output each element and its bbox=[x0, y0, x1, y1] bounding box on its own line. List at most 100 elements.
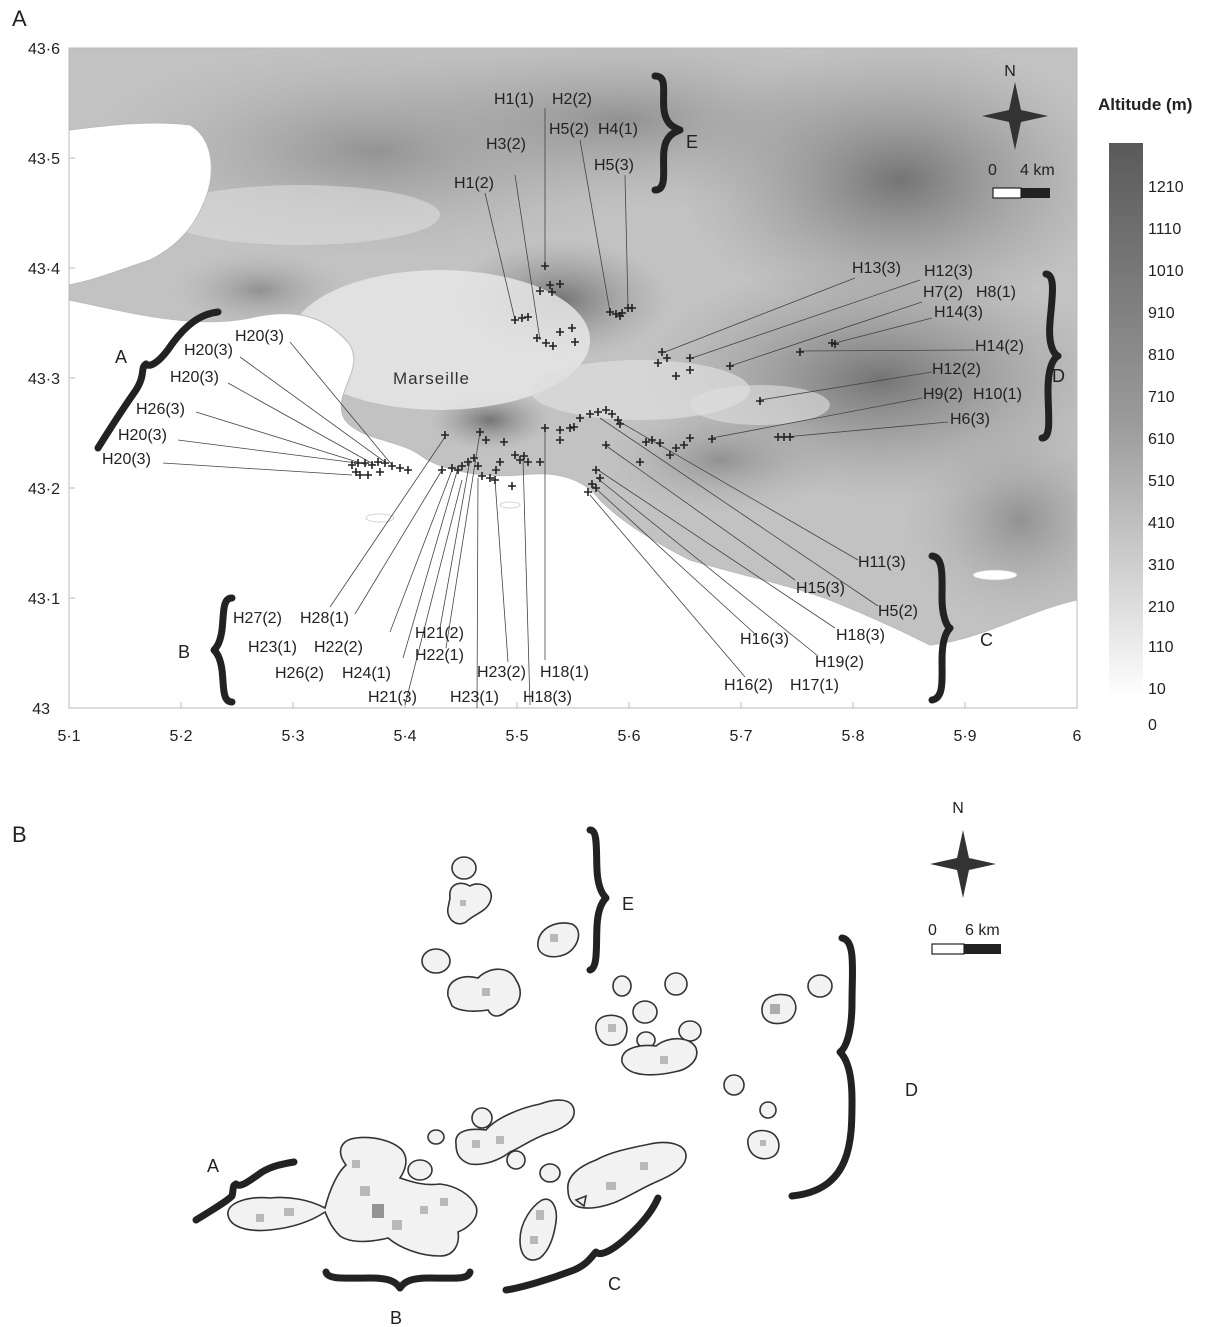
sample-cross bbox=[520, 452, 528, 460]
y-tick-label: 43·1 bbox=[28, 591, 60, 608]
sample-label: H6(3) bbox=[950, 411, 990, 428]
sample-cross bbox=[796, 348, 804, 356]
sample-cross bbox=[549, 342, 557, 350]
sample-cross bbox=[546, 281, 554, 289]
sample-cross bbox=[361, 459, 369, 467]
sample-label: H15(3) bbox=[796, 580, 845, 597]
sample-cross bbox=[476, 428, 484, 436]
sample-cross bbox=[570, 423, 578, 431]
density-shading bbox=[256, 900, 780, 1244]
sample-label: H28(1) bbox=[300, 610, 349, 627]
legend-value: 410 bbox=[1148, 515, 1175, 532]
terrain-map bbox=[69, 48, 1077, 708]
north-arrow-icon: N bbox=[982, 63, 1048, 150]
sample-label: H23(1) bbox=[450, 689, 499, 706]
x-tick-label: 5·7 bbox=[729, 728, 752, 745]
sample-label: H21(3) bbox=[368, 689, 417, 706]
y-axis: 43·6 43·5 43·4 43·3 43·2 43·1 43 bbox=[28, 41, 1077, 718]
sample-label: H11(3) bbox=[858, 554, 906, 571]
north-label-b: N bbox=[952, 800, 964, 817]
leader-lines bbox=[162, 108, 976, 709]
legend-value: 610 bbox=[1148, 431, 1175, 448]
sample-label: H8(1) bbox=[976, 284, 1016, 301]
legend-value: 210 bbox=[1148, 599, 1175, 616]
sample-cross bbox=[686, 354, 694, 362]
sample-label: H27(2) bbox=[233, 610, 282, 627]
sample-label: H16(2) bbox=[724, 677, 773, 694]
sample-label: H14(2) bbox=[975, 338, 1024, 355]
sample-cross bbox=[656, 439, 664, 447]
sample-cross bbox=[648, 436, 656, 444]
sample-cross bbox=[774, 433, 782, 441]
sample-label: H22(2) bbox=[314, 639, 363, 656]
sample-label: H20(3) bbox=[235, 328, 284, 345]
sample-cross bbox=[511, 316, 519, 324]
legend-title: Altitude (m) bbox=[1098, 95, 1192, 114]
legend-value: 510 bbox=[1148, 473, 1175, 490]
sample-label: H5(2) bbox=[549, 121, 589, 138]
group-label-c-b: C bbox=[608, 1274, 621, 1294]
sample-label: H9(2) bbox=[923, 386, 963, 403]
sample-cross bbox=[376, 468, 384, 476]
y-tick-label: 43 bbox=[32, 701, 50, 718]
sample-cross bbox=[828, 339, 836, 347]
sample-crosses bbox=[348, 262, 839, 496]
scale-start-b: 0 bbox=[928, 922, 937, 939]
sample-cross bbox=[556, 328, 564, 336]
y-tick-label: 43·4 bbox=[28, 261, 60, 278]
legend-value: 1110 bbox=[1148, 221, 1181, 238]
sample-cross bbox=[602, 441, 610, 449]
sample-cross bbox=[364, 471, 372, 479]
sample-label: H5(3) bbox=[594, 157, 634, 174]
scale-bar: 0 6 km bbox=[928, 922, 1001, 955]
sample-cross bbox=[658, 348, 666, 356]
x-tick-label: 5·3 bbox=[281, 728, 304, 745]
sample-cross bbox=[568, 324, 576, 332]
sample-cross bbox=[756, 397, 764, 405]
sample-cross bbox=[708, 435, 716, 443]
legend-value: 1210 bbox=[1148, 179, 1184, 196]
sample-cross bbox=[492, 466, 500, 474]
group-braces-b: E D A B C bbox=[192, 826, 918, 1327]
sample-label: H21(2) bbox=[415, 625, 464, 642]
x-tick-label: 6 bbox=[1073, 728, 1082, 745]
sample-cross bbox=[381, 459, 389, 467]
sample-labels: H1(1) H2(2) H3(2) H5(2) H4(1) H5(3) H1(2… bbox=[102, 91, 1024, 706]
panel-b-label: B bbox=[12, 822, 27, 847]
x-tick-label: 5·9 bbox=[953, 728, 976, 745]
sample-cross bbox=[602, 406, 610, 414]
x-tick-label: 5·8 bbox=[841, 728, 864, 745]
sample-cross bbox=[726, 362, 734, 370]
group-label-e-b: E bbox=[622, 894, 634, 914]
sample-cross bbox=[441, 431, 449, 439]
x-tick-label: 5·6 bbox=[617, 728, 640, 745]
sample-cross bbox=[606, 308, 614, 316]
sample-cross bbox=[686, 434, 694, 442]
sample-cross bbox=[571, 338, 579, 346]
sample-label: H3(2) bbox=[486, 136, 526, 153]
sample-cross bbox=[524, 458, 532, 466]
sample-cross bbox=[608, 410, 616, 418]
legend-value: 1010 bbox=[1148, 263, 1184, 280]
panel-a-label: A bbox=[12, 6, 27, 31]
sample-cross bbox=[786, 433, 794, 441]
sample-cross bbox=[666, 451, 674, 459]
sample-cross bbox=[672, 372, 680, 380]
sample-cross bbox=[448, 464, 456, 472]
sample-label: H1(1) bbox=[494, 91, 534, 108]
sample-cross bbox=[511, 451, 519, 459]
sample-cross bbox=[592, 484, 600, 492]
sample-label: H22(1) bbox=[415, 647, 464, 664]
sample-label: H18(3) bbox=[523, 689, 572, 706]
sample-cross bbox=[348, 461, 356, 469]
sample-cross bbox=[516, 456, 524, 464]
sample-cross bbox=[368, 461, 376, 469]
sample-cross bbox=[584, 488, 592, 496]
sample-cross bbox=[680, 441, 688, 449]
sample-label: H19(2) bbox=[815, 654, 864, 671]
scale-end: 4 km bbox=[1020, 162, 1055, 179]
group-label-c: C bbox=[980, 630, 993, 650]
sample-cross bbox=[596, 474, 604, 482]
sample-label: H26(2) bbox=[275, 665, 324, 682]
